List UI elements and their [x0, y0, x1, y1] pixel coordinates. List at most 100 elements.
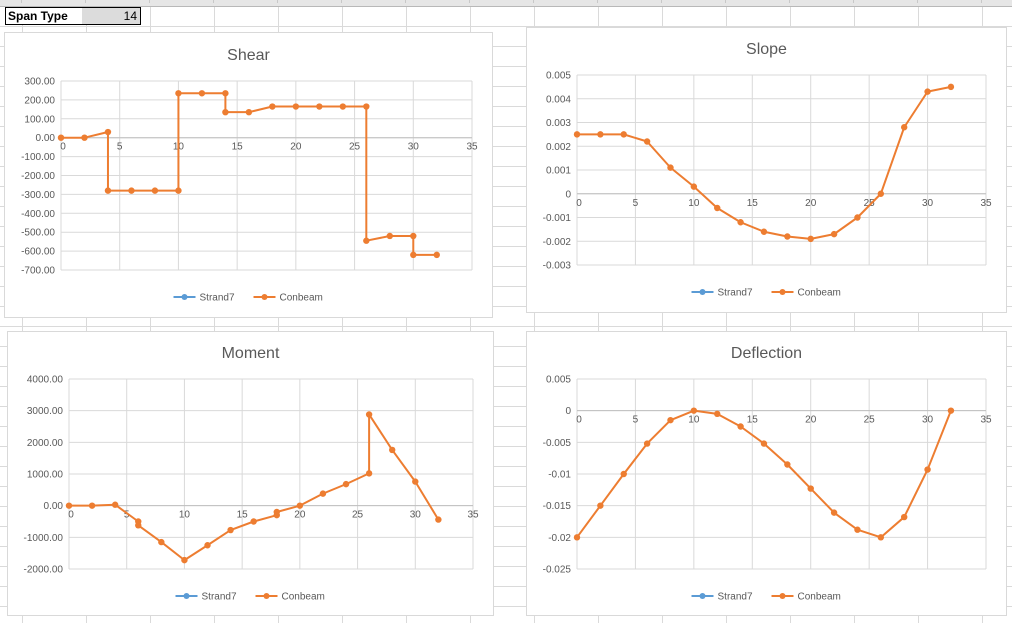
column-header-ak[interactable]: AK	[790, 0, 854, 3]
conbeam-data-point	[573, 534, 581, 541]
y-tick-label: 100.00	[24, 114, 55, 125]
x-tick-label: 5	[124, 510, 130, 521]
y-tick-label: -2000.00	[24, 565, 64, 576]
conbeam-series-line	[69, 413, 440, 562]
conbeam-series-line	[61, 92, 437, 256]
conbeam-data-point	[947, 407, 955, 414]
column-header-ab[interactable]: AB	[214, 0, 278, 3]
column-header-aa[interactable]: AA	[150, 0, 214, 3]
conbeam-data-point	[597, 131, 604, 138]
conbeam-data-point	[924, 466, 931, 473]
deflection-chart[interactable]: Deflection 0.005 0 -0.005 -0.01 -0.015 -0.02 -0…	[526, 331, 1007, 616]
y-tick-label: 0	[565, 189, 571, 200]
conbeam-data-point	[690, 183, 698, 190]
column-header-ae[interactable]: AE	[406, 0, 470, 3]
column-header-z[interactable]: Z	[86, 0, 150, 3]
conbeam-data-point	[175, 187, 182, 194]
y-tick-label: -200.00	[21, 171, 55, 182]
strand7-legend-label: Strand7	[718, 288, 753, 299]
column-header-ag[interactable]: AG	[534, 0, 598, 3]
strand7-legend-marker	[699, 593, 706, 599]
x-tick-label: 30	[408, 142, 420, 153]
conbeam-data-point	[620, 131, 627, 138]
slope-chart[interactable]: Slope 0.005 0.004 0.003 0.002 0.001 0 -0.001 -0.…	[526, 27, 1007, 313]
strand7-legend-marker	[181, 294, 188, 300]
conbeam-data-point	[158, 538, 165, 546]
conbeam-data-point	[342, 480, 350, 488]
x-tick-label: 10	[688, 198, 700, 209]
column-header-y[interactable]: Y	[22, 0, 86, 3]
x-tick-label: 0	[68, 510, 74, 521]
conbeam-data-point	[198, 90, 206, 97]
conbeam-data-point	[901, 124, 908, 131]
conbeam-data-point	[737, 219, 744, 226]
conbeam-data-point	[135, 522, 142, 529]
moment-chart[interactable]: Moment 4000.00 3000.00 2000.00 1000.00 0.00 -1…	[7, 331, 494, 616]
span-type-cell[interactable]: Span Type 14	[5, 7, 141, 25]
conbeam-data-point	[433, 251, 440, 259]
deflection-plot: Deflection 0.005 0 -0.005 -0.01 -0.015 -0.02 -0…	[543, 345, 992, 603]
x-tick-label: 25	[349, 142, 361, 153]
conbeam-series-line	[577, 85, 952, 240]
strand7-legend-marker	[699, 289, 706, 295]
conbeam-legend-marker	[779, 289, 786, 295]
conbeam-data-point	[365, 470, 373, 477]
conbeam-data-point	[81, 134, 88, 141]
y-tick-label: -600.00	[21, 247, 55, 258]
conbeam-data-point	[807, 485, 814, 492]
column-header-x[interactable]: X	[0, 0, 22, 3]
span-type-value[interactable]: 14	[82, 8, 140, 24]
conbeam-data-point	[410, 251, 417, 259]
conbeam-data-point	[57, 134, 65, 141]
y-tick-label: -0.01	[548, 470, 571, 481]
column-header-af[interactable]: AF	[470, 0, 534, 3]
conbeam-data-point	[947, 83, 955, 91]
y-tick-label: -300.00	[21, 190, 55, 201]
moment-legend: Strand7 Conbeam	[175, 592, 325, 603]
shear-chart[interactable]: Shear 300.00 200.00 100.00 0.00 -100.00 -200.0…	[4, 32, 493, 318]
conbeam-data-point	[175, 90, 182, 97]
conbeam-data-point	[830, 230, 838, 238]
strand7-legend-label: Strand7	[200, 293, 235, 304]
conbeam-data-point	[319, 490, 327, 497]
deflection-chart-title: Deflection	[731, 345, 802, 362]
column-header-ad[interactable]: AD	[342, 0, 406, 3]
conbeam-data-point	[316, 103, 323, 110]
conbeam-data-point	[363, 237, 370, 244]
column-header-ai[interactable]: AI	[662, 0, 726, 3]
conbeam-data-point	[245, 108, 253, 116]
column-header-ah[interactable]: AH	[598, 0, 662, 3]
slope-plot: Slope 0.005 0.004 0.003 0.002 0.001 0 -0.001 -0.…	[543, 41, 992, 299]
strand7-legend-label: Strand7	[202, 592, 237, 603]
column-header-aj[interactable]: AJ	[726, 0, 790, 3]
conbeam-data-point	[854, 526, 861, 533]
y-tick-label: 0.003	[546, 118, 571, 129]
x-tick-label: 20	[294, 510, 306, 521]
conbeam-data-point	[273, 508, 280, 516]
x-tick-label: 5	[117, 142, 123, 153]
slope-legend: Strand7 Conbeam	[691, 288, 841, 299]
x-tick-label: 35	[980, 415, 992, 426]
x-tick-label: 15	[237, 510, 249, 521]
conbeam-data-point	[222, 90, 229, 97]
conbeam-data-point	[667, 164, 674, 171]
conbeam-data-point	[667, 416, 674, 424]
conbeam-data-point	[389, 446, 396, 454]
y-tick-label: -100.00	[21, 152, 55, 163]
x-tick-label: 25	[864, 198, 876, 209]
x-tick-label: 0	[576, 415, 582, 426]
y-tick-label: -500.00	[21, 228, 55, 239]
conbeam-legend-label: Conbeam	[282, 592, 325, 603]
column-header-al[interactable]: AL	[854, 0, 918, 3]
column-header-am[interactable]: AM	[918, 0, 982, 3]
conbeam-data-point	[690, 407, 698, 414]
conbeam-data-point	[339, 103, 347, 110]
x-tick-label: 10	[179, 510, 191, 521]
conbeam-data-point	[104, 128, 112, 136]
conbeam-data-point	[737, 423, 744, 430]
deflection-legend: Strand7 Conbeam	[691, 592, 841, 603]
conbeam-data-point	[760, 440, 768, 447]
x-tick-label: 20	[805, 415, 817, 426]
column-header-ac[interactable]: AC	[278, 0, 342, 3]
conbeam-data-point	[181, 556, 188, 564]
